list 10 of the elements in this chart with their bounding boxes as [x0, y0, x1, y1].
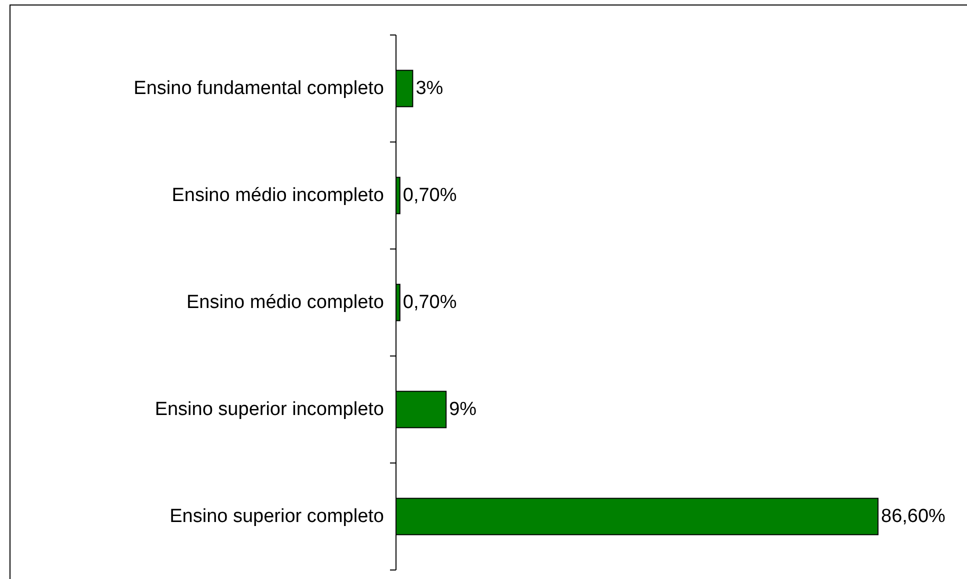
data-label: 9%: [449, 399, 477, 420]
y-tick-label: Ensino fundamental completo: [134, 78, 384, 99]
data-label: 0,70%: [402, 185, 457, 206]
data-label: 3%: [416, 78, 444, 99]
y-tick-label: Ensino médio completo: [186, 292, 384, 313]
data-label: 0,70%: [402, 292, 457, 313]
data-label: 86,60%: [881, 506, 946, 527]
y-tick-label: Ensino superior completo: [170, 506, 384, 527]
y-tick-label: Ensino superior incompleto: [154, 399, 384, 420]
y-tick-label: Ensino médio incompleto: [172, 185, 384, 206]
